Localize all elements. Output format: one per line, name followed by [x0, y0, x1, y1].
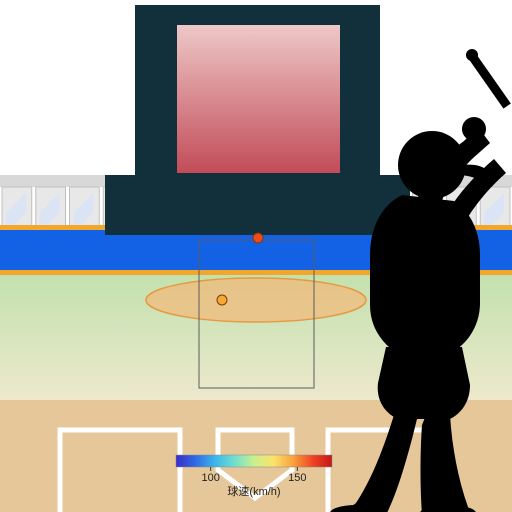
pitch-mark [217, 295, 227, 305]
pitch-location-chart: 100 150 球速(km/h) [0, 0, 512, 512]
speed-legend-bar [176, 455, 332, 467]
legend-tick-label: 100 [201, 472, 219, 484]
legend-axis-label: 球速(km/h) [227, 484, 280, 498]
mound-ellipse [146, 278, 366, 322]
pitch-mark [253, 233, 263, 243]
scoreboard-screen [177, 25, 340, 173]
legend-tick-label: 150 [288, 472, 306, 484]
